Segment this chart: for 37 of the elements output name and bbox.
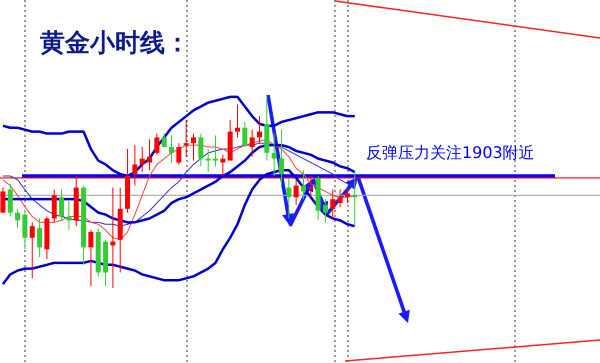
candlestick bbox=[88, 230, 94, 286]
candlestick bbox=[140, 146, 145, 173]
candlestick bbox=[162, 133, 167, 148]
candlestick bbox=[300, 170, 306, 200]
candlestick bbox=[256, 116, 262, 144]
candlestick bbox=[59, 189, 64, 221]
candlestick bbox=[8, 183, 13, 218]
ref-line-label: 反弹压力关注1903附近 bbox=[366, 143, 535, 162]
candlestick bbox=[272, 133, 277, 176]
candlestick bbox=[234, 104, 240, 138]
candlestick bbox=[169, 134, 174, 163]
candlestick bbox=[294, 179, 299, 206]
candlestick bbox=[184, 120, 189, 158]
candlestick bbox=[0, 187, 6, 214]
candlestick bbox=[344, 187, 350, 204]
candlestick bbox=[15, 208, 20, 229]
candlestick bbox=[322, 198, 328, 223]
candlestick bbox=[147, 138, 152, 171]
candlestick bbox=[176, 142, 182, 165]
candlestick bbox=[110, 187, 116, 288]
candlestick bbox=[213, 134, 218, 167]
candlestick bbox=[30, 222, 35, 279]
chart-title: 黄金小时线： bbox=[40, 27, 190, 59]
candlestick bbox=[191, 133, 196, 162]
candlestick bbox=[198, 133, 204, 167]
candlestick bbox=[66, 200, 72, 231]
candlestick bbox=[338, 189, 343, 208]
candlestick bbox=[22, 210, 28, 250]
candlestick bbox=[52, 189, 57, 223]
candlestick bbox=[330, 189, 336, 221]
candlestick bbox=[242, 121, 248, 148]
candlestick bbox=[278, 129, 284, 188]
candlestick bbox=[250, 129, 255, 158]
candlestick bbox=[286, 177, 292, 219]
candlestick bbox=[37, 218, 42, 258]
candlestick bbox=[206, 148, 211, 173]
candlestick bbox=[154, 133, 160, 156]
